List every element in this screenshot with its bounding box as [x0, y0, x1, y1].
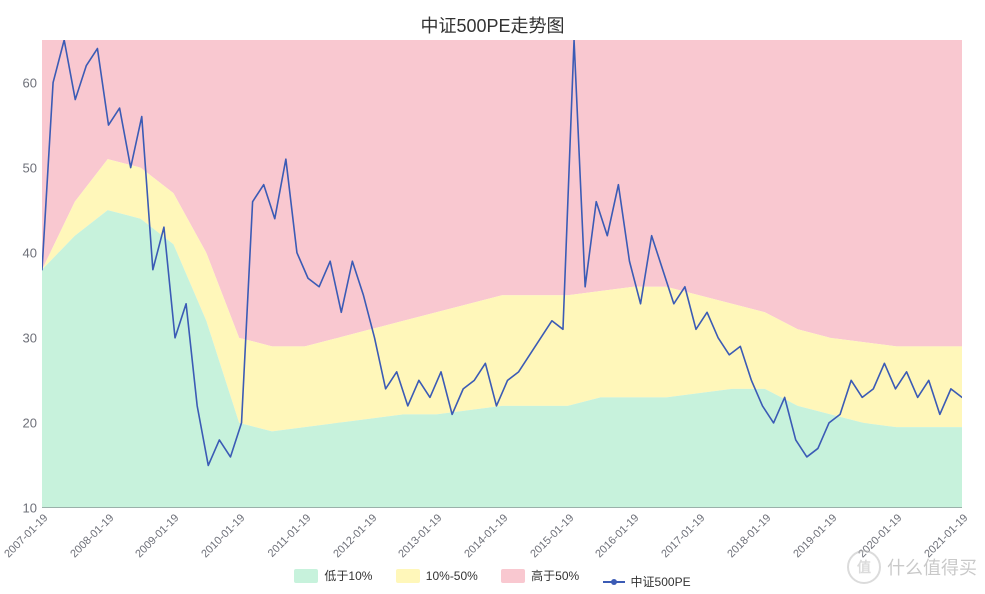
legend-label-line: 中证500PE: [631, 573, 691, 590]
watermark-text: 什么值得买: [887, 554, 977, 580]
y-tick-label: 20: [23, 415, 37, 430]
legend: 低于10% 10%-50% 高于50% 中证500PE: [0, 567, 985, 590]
legend-swatch-low10: [294, 569, 318, 583]
legend-label-mid50: 10%-50%: [426, 569, 478, 583]
legend-item-mid50: 10%-50%: [396, 569, 478, 583]
legend-swatch-line: [603, 581, 625, 583]
y-tick-label: 10: [23, 501, 37, 516]
y-tick-label: 60: [23, 75, 37, 90]
chart-title: 中证500PE走势图: [0, 12, 985, 38]
legend-item-low10: 低于10%: [294, 567, 372, 584]
plot-area: [42, 40, 962, 508]
y-tick-label: 50: [23, 160, 37, 175]
legend-label-high50: 高于50%: [531, 567, 579, 584]
y-tick-label: 40: [23, 245, 37, 260]
legend-item-high50: 高于50%: [501, 567, 579, 584]
legend-item-line: 中证500PE: [603, 573, 691, 590]
watermark: 值 什么值得买: [847, 550, 977, 584]
y-tick-label: 30: [23, 330, 37, 345]
legend-swatch-mid50: [396, 569, 420, 583]
legend-swatch-high50: [501, 569, 525, 583]
watermark-badge: 值: [847, 550, 881, 584]
chart-svg: [42, 40, 962, 508]
legend-label-low10: 低于10%: [324, 567, 372, 584]
chart-container: 中证500PE走势图 102030405060 2007-01-192008-0…: [0, 0, 985, 594]
